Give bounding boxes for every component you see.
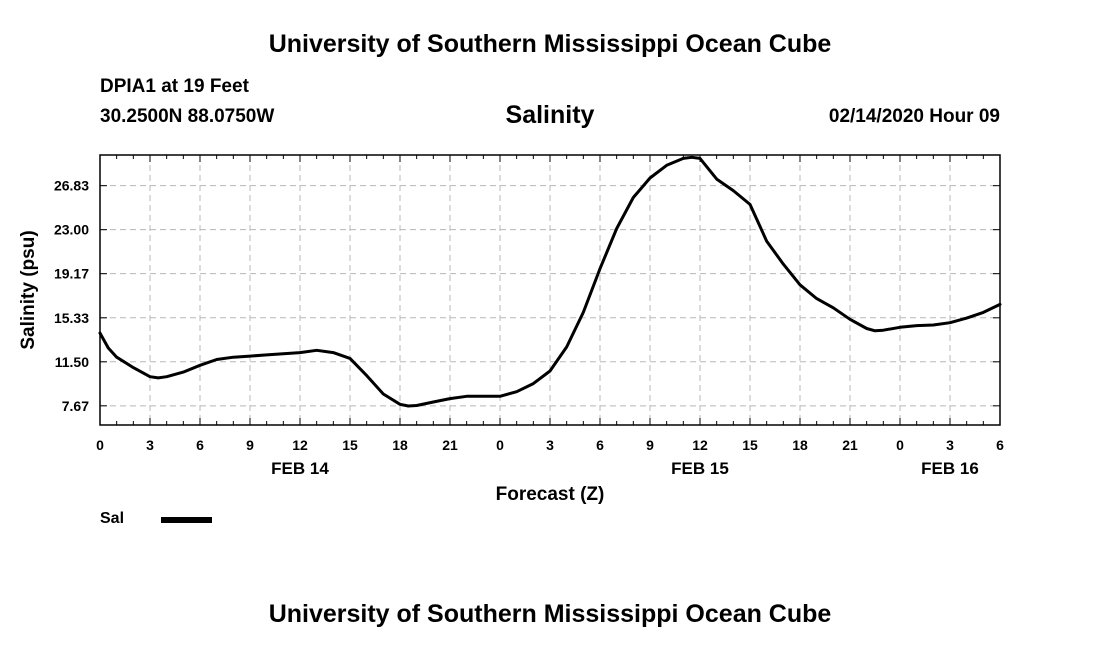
x-tick-label: 6 [196,437,204,453]
x-tick-label: 18 [392,437,408,453]
top-title: University of Southern Mississippi Ocean… [268,30,832,58]
bottom-title: University of Southern Mississippi Ocean… [268,600,832,628]
x-tick-label: 6 [996,437,1004,453]
chart-title: Salinity [505,101,595,129]
x-tick-label: 9 [246,437,254,453]
x-tick-label: 0 [896,437,904,453]
x-date-label: FEB 15 [671,459,729,478]
station-name: DPIA1 at 19 Feet [100,76,249,97]
y-tick-label: 11.50 [55,354,89,370]
legend-line-swatch [161,517,212,523]
x-tick-label: 6 [596,437,604,453]
y-tick-label: 26.83 [54,178,89,194]
x-tick-label: 0 [96,437,104,453]
legend-label: Sal [100,510,125,527]
x-tick-label: 9 [646,437,654,453]
y-tick-label: 19.17 [54,266,89,282]
x-date-label: FEB 14 [271,459,329,478]
y-axis-title: Salinity (psu) [18,230,39,349]
x-tick-label: 15 [742,437,758,453]
x-axis-title: Forecast (Z) [496,484,605,505]
x-tick-label: 18 [792,437,808,453]
x-tick-label: 0 [496,437,504,453]
y-tick-label: 15.33 [54,310,89,326]
x-tick-label: 12 [292,437,308,453]
y-tick-label: 23.00 [54,222,89,238]
y-tick-label: 7.67 [62,398,89,414]
plot-frame [99,154,1001,426]
x-tick-label: 15 [342,437,358,453]
forecast-datetime: 02/14/2020 Hour 09 [828,106,1000,127]
x-tick-label: 21 [442,437,458,453]
x-tick-label: 3 [546,437,554,453]
x-tick-label: 3 [146,437,154,453]
x-tick-label: 21 [842,437,858,453]
x-date-label: FEB 16 [921,459,979,478]
salinity-series-line [98,155,1002,408]
station-coordinates: 30.2500N 88.0750W [100,106,275,127]
x-tick-label: 12 [692,437,708,453]
x-tick-label: 3 [946,437,954,453]
